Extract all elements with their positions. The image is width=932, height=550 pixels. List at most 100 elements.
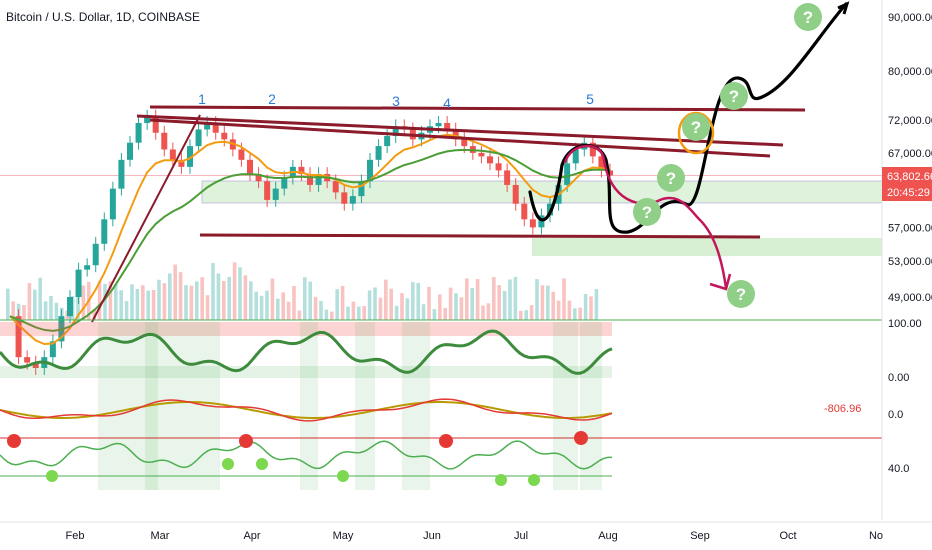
candle-body <box>84 265 91 270</box>
sell-dot <box>439 434 453 448</box>
candle-body <box>367 159 373 182</box>
current-price-tag <box>882 167 932 201</box>
candle-body <box>178 159 185 167</box>
candle-body <box>204 122 211 130</box>
candle-body <box>152 116 159 133</box>
volume-bar <box>578 307 582 320</box>
oscillator-2-signal <box>0 401 613 419</box>
time-tick-label: Sep <box>690 530 710 542</box>
volume-bar <box>367 290 372 320</box>
volume-bar <box>513 276 518 320</box>
volume-bar <box>583 293 588 320</box>
candle-body <box>529 219 536 228</box>
candle-body <box>341 192 348 204</box>
volume-bar <box>524 310 528 320</box>
candle-body <box>315 174 322 185</box>
volume-bar <box>551 291 555 320</box>
volume-bar <box>443 307 447 320</box>
volume-bar <box>130 284 134 320</box>
volume-bar <box>281 292 285 320</box>
time-tick-label: May <box>333 530 354 542</box>
time-tick-label: Mar <box>151 530 170 542</box>
trend-lines <box>91 105 806 323</box>
resistance-line-mid <box>136 114 784 147</box>
volume-bar <box>421 304 426 320</box>
volume-bar <box>556 300 561 320</box>
candle-body <box>32 362 39 368</box>
candle-body <box>375 146 382 160</box>
price-tick-label: 72,000.00 <box>888 115 932 127</box>
volume-bar <box>200 277 204 320</box>
projection-path-bullish <box>528 2 848 234</box>
volume-bar <box>486 303 491 320</box>
volume-bar <box>108 281 113 320</box>
buy-dot <box>495 474 507 486</box>
volume-bar <box>492 277 496 320</box>
question-bubble <box>633 198 661 226</box>
candle-body <box>118 159 125 189</box>
candle-body <box>452 129 459 140</box>
volume-bar <box>22 304 26 320</box>
volume-bar <box>119 290 123 320</box>
candle-body <box>307 174 313 185</box>
candle-body <box>238 149 245 160</box>
candle-body <box>272 188 279 200</box>
candle-body <box>169 149 176 160</box>
candle-body <box>384 136 391 147</box>
volume-bar <box>92 309 96 320</box>
volume-bar <box>222 281 226 320</box>
resistance-line-low <box>149 118 771 158</box>
volume-bar <box>475 279 480 320</box>
chart-title: Bitcoin / U.S. Dollar, 1D, COINBASE <box>6 10 201 24</box>
volume-bar <box>508 279 512 320</box>
volume-bar <box>11 301 15 320</box>
price-tick-label: 67,000.00 <box>888 148 932 160</box>
volume-bar <box>243 275 248 320</box>
candle-body <box>521 203 528 220</box>
projection-arrowhead-bullish <box>837 1 850 15</box>
candle-body <box>15 316 22 358</box>
question-mark: ? <box>803 8 813 27</box>
candle-body <box>435 122 442 127</box>
volume-bar <box>232 262 237 320</box>
candle-body <box>349 196 356 204</box>
candle-body <box>109 188 116 220</box>
time-tick-label: Jul <box>514 530 528 542</box>
buy-dot <box>256 458 268 470</box>
volume-bar <box>265 290 269 320</box>
price-tick-label: 80,000.00 <box>888 66 932 78</box>
indicator-level-label: 40.0 <box>888 463 909 475</box>
volume-bar <box>481 305 485 320</box>
volume-bar <box>470 288 474 320</box>
volume-bar <box>303 277 307 320</box>
volume-bar <box>362 306 366 320</box>
candle-body <box>572 149 579 164</box>
volume-bar <box>114 284 118 320</box>
support-zone-lower <box>532 238 882 256</box>
time-axis: Feb Mar Apr May Jun Jul Aug Sep Oct No <box>0 521 932 542</box>
candle-body <box>589 142 596 157</box>
candle-body <box>135 122 142 143</box>
volume-bar <box>438 294 442 320</box>
volume-bar <box>465 278 469 320</box>
time-tick-label: Feb <box>66 530 85 542</box>
volume-bar <box>162 283 167 320</box>
buy-dot <box>222 458 234 470</box>
current-price-line <box>0 175 882 176</box>
volume-bar <box>378 297 383 320</box>
volume-bar <box>394 305 399 320</box>
support-line <box>199 233 761 239</box>
volume-bar <box>384 279 388 320</box>
volume-bar <box>502 290 507 320</box>
signal-band <box>355 322 375 490</box>
volume-bar <box>373 287 377 320</box>
volume-bar <box>286 301 291 320</box>
question-mark: ? <box>729 87 739 106</box>
volume-bar <box>205 295 210 320</box>
volume-bar <box>519 310 523 320</box>
ema-slow-line <box>9 148 611 332</box>
volume-bar <box>411 282 415 320</box>
candle-body <box>504 170 511 185</box>
support-zone-upper <box>201 180 883 204</box>
